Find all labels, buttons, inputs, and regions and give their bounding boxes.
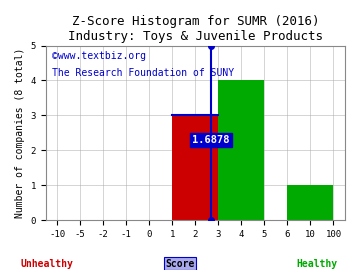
Title: Z-Score Histogram for SUMR (2016)
Industry: Toys & Juvenile Products: Z-Score Histogram for SUMR (2016) Indust… xyxy=(68,15,323,43)
Text: 1.6878: 1.6878 xyxy=(192,135,230,145)
Text: The Research Foundation of SUNY: The Research Foundation of SUNY xyxy=(51,68,234,78)
Text: Healthy: Healthy xyxy=(296,259,337,269)
Y-axis label: Number of companies (8 total): Number of companies (8 total) xyxy=(15,48,25,218)
Bar xyxy=(219,80,264,220)
Text: ©www.textbiz.org: ©www.textbiz.org xyxy=(51,51,146,61)
Bar xyxy=(287,185,333,220)
Text: Unhealthy: Unhealthy xyxy=(21,259,73,269)
Bar xyxy=(172,115,219,220)
Text: Score: Score xyxy=(165,259,195,269)
